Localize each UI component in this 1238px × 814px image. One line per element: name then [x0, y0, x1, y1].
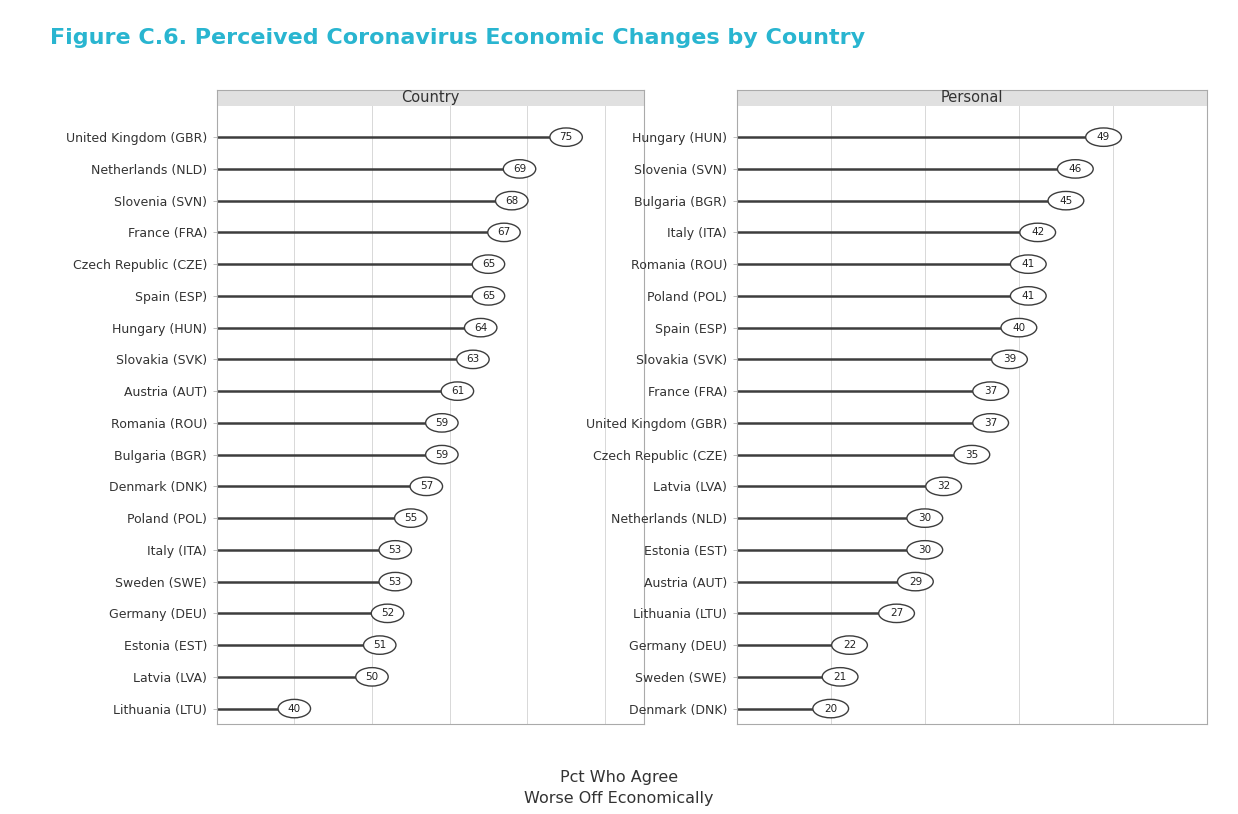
Text: 41: 41 — [1021, 291, 1035, 301]
Ellipse shape — [495, 191, 527, 210]
Text: 68: 68 — [505, 195, 519, 206]
Ellipse shape — [1010, 255, 1046, 274]
Ellipse shape — [898, 572, 933, 591]
Text: 57: 57 — [420, 481, 433, 492]
Text: 65: 65 — [482, 259, 495, 269]
Text: 27: 27 — [890, 608, 904, 619]
Ellipse shape — [457, 350, 489, 369]
Ellipse shape — [379, 572, 411, 591]
Text: 65: 65 — [482, 291, 495, 301]
Text: 49: 49 — [1097, 132, 1110, 142]
Ellipse shape — [426, 445, 458, 464]
Text: 51: 51 — [373, 640, 386, 650]
Text: 64: 64 — [474, 322, 488, 333]
Text: 52: 52 — [381, 608, 394, 619]
Text: 40: 40 — [287, 703, 301, 714]
Ellipse shape — [954, 445, 989, 464]
Text: 45: 45 — [1060, 195, 1072, 206]
Text: 39: 39 — [1003, 354, 1016, 365]
Bar — [217, 90, 644, 106]
Text: 59: 59 — [436, 449, 448, 460]
Ellipse shape — [395, 509, 427, 527]
Text: 29: 29 — [909, 576, 922, 587]
Ellipse shape — [410, 477, 442, 496]
Ellipse shape — [379, 540, 411, 559]
Ellipse shape — [472, 255, 505, 274]
Ellipse shape — [279, 699, 311, 718]
Text: 75: 75 — [560, 132, 573, 142]
Text: 53: 53 — [389, 545, 402, 555]
Ellipse shape — [464, 318, 496, 337]
Text: 30: 30 — [919, 545, 931, 555]
Ellipse shape — [907, 540, 942, 559]
Ellipse shape — [926, 477, 962, 496]
Ellipse shape — [355, 667, 389, 686]
Ellipse shape — [371, 604, 404, 623]
Ellipse shape — [472, 287, 505, 305]
Text: 37: 37 — [984, 418, 998, 428]
Text: 30: 30 — [919, 513, 931, 523]
Ellipse shape — [973, 382, 1009, 400]
Ellipse shape — [992, 350, 1028, 369]
Text: 63: 63 — [467, 354, 479, 365]
Ellipse shape — [879, 604, 915, 623]
Text: 50: 50 — [365, 672, 379, 682]
Text: 41: 41 — [1021, 259, 1035, 269]
Ellipse shape — [550, 128, 582, 147]
Text: 53: 53 — [389, 576, 402, 587]
Ellipse shape — [813, 699, 848, 718]
Text: 42: 42 — [1031, 227, 1045, 238]
Ellipse shape — [426, 414, 458, 432]
Ellipse shape — [504, 160, 536, 178]
Ellipse shape — [1057, 160, 1093, 178]
Ellipse shape — [364, 636, 396, 654]
Ellipse shape — [1002, 318, 1036, 337]
Ellipse shape — [973, 414, 1009, 432]
Bar — [737, 90, 1207, 106]
Text: 46: 46 — [1068, 164, 1082, 174]
Ellipse shape — [1010, 287, 1046, 305]
Text: 55: 55 — [404, 513, 417, 523]
Ellipse shape — [832, 636, 868, 654]
Text: 40: 40 — [1013, 322, 1025, 333]
Text: 69: 69 — [513, 164, 526, 174]
Text: 35: 35 — [966, 449, 978, 460]
Text: 67: 67 — [498, 227, 510, 238]
Text: 59: 59 — [436, 418, 448, 428]
Text: 22: 22 — [843, 640, 857, 650]
Text: Personal: Personal — [941, 90, 1003, 105]
Text: 61: 61 — [451, 386, 464, 396]
Ellipse shape — [1086, 128, 1122, 147]
Ellipse shape — [488, 223, 520, 242]
Ellipse shape — [1020, 223, 1056, 242]
Text: 32: 32 — [937, 481, 951, 492]
Ellipse shape — [1049, 191, 1083, 210]
Text: Figure C.6. Perceived Coronavirus Economic Changes by Country: Figure C.6. Perceived Coronavirus Econom… — [50, 28, 864, 49]
Ellipse shape — [441, 382, 474, 400]
Text: 21: 21 — [833, 672, 847, 682]
Ellipse shape — [822, 667, 858, 686]
Text: Country: Country — [401, 90, 459, 105]
Ellipse shape — [907, 509, 942, 527]
Text: Pct Who Agree
Worse Off Economically: Pct Who Agree Worse Off Economically — [524, 770, 714, 806]
Text: 37: 37 — [984, 386, 998, 396]
Text: 20: 20 — [825, 703, 837, 714]
